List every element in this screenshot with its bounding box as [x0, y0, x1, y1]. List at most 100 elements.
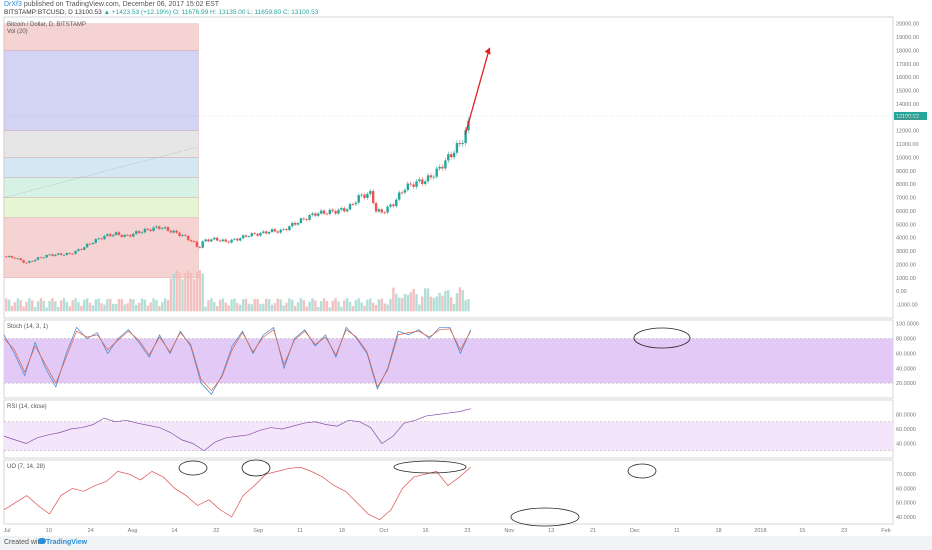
stoch-tick-label: 20.0000 — [896, 381, 916, 387]
rsi-line — [3, 408, 471, 452]
volume-bar — [273, 303, 277, 312]
candle-body — [192, 241, 196, 243]
volume-bar — [88, 302, 92, 312]
candle-body — [85, 243, 89, 248]
projection-arrowhead — [484, 47, 491, 55]
candle-body — [438, 166, 441, 169]
candle-body — [172, 230, 175, 233]
x-tick-label: Nov — [504, 528, 514, 534]
candle-body — [109, 234, 112, 237]
volume-bar — [285, 302, 288, 312]
uo-tick-label: 50.0000 — [896, 501, 916, 507]
volume-bar — [322, 298, 326, 312]
publish-text: published on TradingView.com, December 0… — [23, 1, 220, 8]
volume-bar — [207, 300, 210, 312]
candle-body — [244, 235, 248, 237]
volume-label: Vol (20) — [7, 29, 28, 35]
volume-bar — [80, 305, 83, 312]
candle-body — [377, 209, 381, 212]
price-tick-label: 3000.00 — [896, 249, 916, 255]
volume-bar — [224, 302, 228, 312]
candle-body — [129, 235, 132, 237]
candle-body — [132, 233, 135, 237]
volume-bar — [418, 304, 421, 312]
x-tick-label: 11 — [674, 528, 680, 534]
candle-body — [207, 239, 210, 242]
candle-body — [464, 130, 467, 144]
candle-body — [461, 143, 464, 145]
candle-body — [140, 232, 144, 234]
candle-body — [218, 240, 222, 242]
symbol-label: BITSTAMP:BTCUSD, D — [4, 9, 73, 16]
high-value: H: 13135.00 — [210, 9, 246, 16]
candle-body — [241, 235, 245, 239]
volume-bar — [262, 303, 265, 312]
tradingview-logo[interactable]: TradingView — [46, 539, 88, 546]
stoch-tick-label: 60.0000 — [896, 351, 916, 357]
candle-body — [114, 232, 118, 235]
volume-bar — [345, 298, 349, 312]
candle-body — [314, 213, 317, 216]
volume-bar — [244, 298, 248, 312]
candle-body — [166, 227, 170, 231]
candle-body — [403, 189, 407, 193]
candle-body — [418, 179, 421, 182]
volume-bar — [114, 304, 118, 312]
candle-body — [311, 213, 314, 216]
volume-bar — [395, 293, 398, 312]
volume-bar — [259, 304, 262, 312]
volume-bar — [227, 305, 230, 312]
candle-body — [348, 204, 352, 210]
candle-body — [97, 238, 100, 240]
candle-body — [233, 238, 236, 240]
candle-body — [103, 235, 106, 240]
candle-body — [178, 232, 181, 236]
volume-bar — [195, 272, 199, 312]
volume-bar — [13, 302, 17, 312]
author-name[interactable]: DrXf3 — [4, 1, 22, 8]
candle-body — [383, 212, 386, 214]
volume-bar — [374, 305, 378, 312]
volume-bar — [126, 303, 129, 312]
fib-band — [3, 197, 199, 218]
volume-bar — [308, 301, 311, 312]
candle-body — [181, 234, 184, 236]
volume-bar — [328, 307, 332, 312]
candle-body — [282, 229, 285, 230]
candle-body — [48, 254, 51, 256]
candle-body — [155, 226, 158, 228]
x-tick-label: 13 — [548, 528, 554, 534]
candle-body — [380, 209, 384, 213]
volume-bar — [403, 293, 407, 312]
candle-body — [31, 261, 34, 262]
volume-bar — [276, 298, 280, 312]
volume-bar — [143, 299, 147, 312]
candle-body — [57, 253, 60, 255]
volume-bar — [343, 300, 346, 312]
volume-bar — [178, 272, 181, 312]
candle-body — [137, 231, 141, 233]
volume-bar — [392, 287, 395, 312]
volume-bar — [406, 294, 410, 312]
volume-bar — [19, 300, 22, 312]
volume-bar — [426, 288, 430, 312]
x-tick-label: 22 — [213, 528, 219, 534]
candle-body — [120, 234, 123, 237]
stoch-tick-label: 40.0000 — [896, 366, 916, 372]
candle-body — [273, 229, 277, 232]
volume-bar — [423, 288, 427, 312]
volume-bar — [386, 304, 389, 312]
volume-bar — [455, 293, 459, 312]
price-pane-title: Bitcoin / Dollar, D, BITSTAMP — [7, 22, 86, 28]
volume-bar — [5, 298, 8, 312]
candle-body — [308, 215, 311, 220]
x-tick-label: 10 — [46, 528, 52, 534]
candle-body — [117, 232, 121, 235]
rsi-title: RSI (14, close) — [7, 404, 47, 410]
x-tick-label: Aug — [128, 528, 138, 534]
volume-bar — [117, 298, 121, 312]
candle-body — [412, 184, 415, 187]
pane-frame-uo — [3, 459, 894, 525]
x-tick-label: 23 — [464, 528, 470, 534]
